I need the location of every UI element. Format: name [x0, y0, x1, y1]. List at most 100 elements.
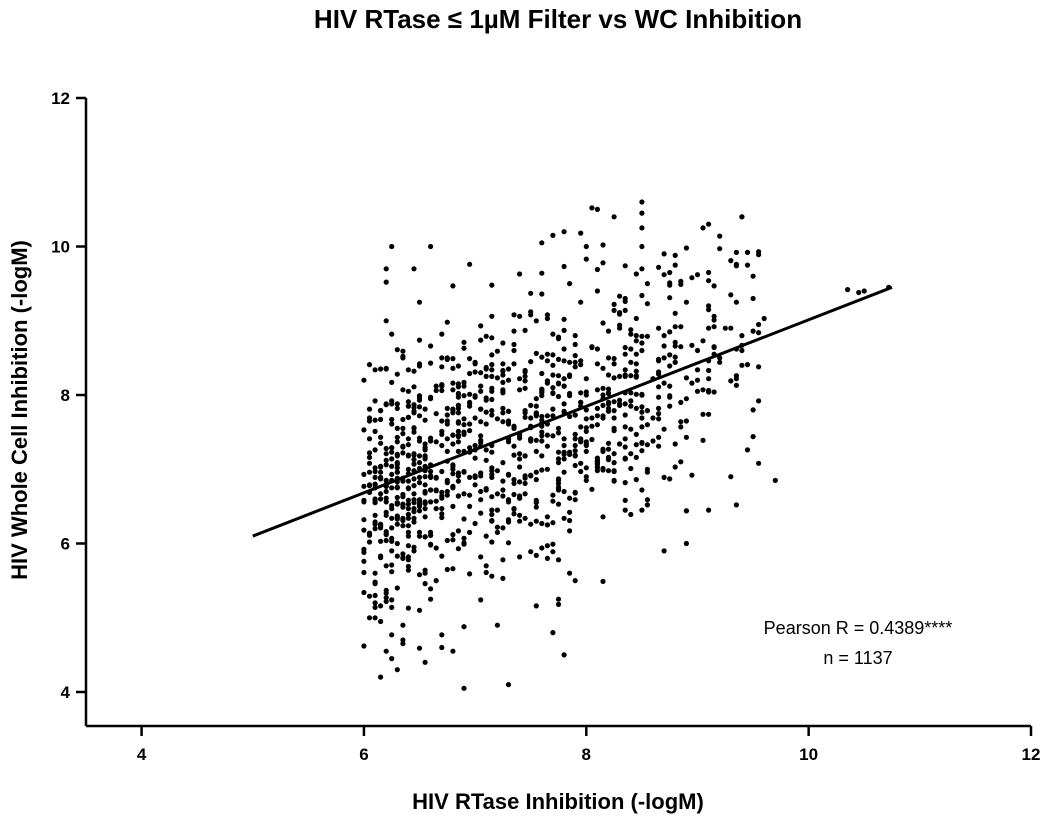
data-point: [728, 258, 734, 264]
data-point: [489, 282, 495, 288]
data-point: [428, 474, 434, 480]
data-point: [389, 445, 395, 451]
data-point: [750, 328, 756, 334]
data-point: [600, 385, 606, 391]
data-point: [400, 387, 406, 393]
data-point: [383, 462, 389, 468]
data-point: [539, 433, 545, 439]
data-point: [455, 493, 461, 499]
data-point: [539, 354, 545, 360]
data-point: [411, 452, 417, 458]
data-point: [455, 528, 461, 534]
data-point: [555, 557, 562, 563]
data-point: [639, 210, 645, 216]
data-point: [683, 508, 690, 514]
data-point: [633, 477, 639, 483]
data-point: [628, 398, 634, 404]
data-point: [555, 456, 562, 462]
data-point: [628, 426, 634, 432]
data-point: [494, 529, 500, 536]
data-point: [411, 429, 417, 435]
data-point: [605, 401, 612, 407]
data-point: [383, 598, 389, 605]
data-point: [467, 370, 473, 377]
data-point: [761, 315, 767, 322]
data-point: [467, 356, 473, 362]
data-point: [700, 225, 706, 231]
data-point: [361, 569, 367, 576]
data-point: [461, 393, 467, 399]
data-point: [628, 511, 634, 518]
data-point: [522, 378, 528, 384]
data-point: [578, 299, 584, 305]
data-point: [478, 383, 484, 389]
n-annotation: n = 1137: [823, 648, 892, 668]
x-axis: 4 6 8 10 12: [86, 724, 1040, 764]
data-point: [489, 412, 495, 418]
data-point: [483, 533, 489, 539]
data-point: [422, 441, 428, 447]
data-point: [739, 347, 745, 354]
data-point: [394, 405, 400, 411]
data-point: [383, 537, 389, 544]
data-point: [667, 269, 673, 276]
data-point: [544, 358, 551, 364]
data-point: [372, 604, 378, 611]
data-point: [672, 324, 678, 330]
data-point: [394, 425, 400, 431]
data-point: [433, 475, 439, 481]
data-point: [689, 472, 695, 478]
data-point: [644, 333, 651, 339]
data-point: [455, 402, 461, 408]
data-point: [405, 466, 411, 472]
regression-line: [252, 285, 893, 538]
data-point: [683, 540, 690, 547]
data-point: [528, 549, 534, 555]
data-point: [383, 563, 389, 569]
data-point: [416, 453, 423, 459]
data-point: [644, 442, 651, 448]
data-point: [361, 471, 367, 477]
data-point: [572, 448, 578, 454]
data-point: [644, 301, 651, 307]
data-point: [528, 359, 534, 365]
data-point: [683, 299, 690, 305]
data-point: [394, 347, 400, 353]
data-point: [405, 367, 411, 373]
data-point: [394, 521, 400, 527]
data-point: [689, 342, 695, 348]
data-point: [539, 429, 545, 435]
data-point: [450, 387, 456, 393]
data-point: [689, 380, 695, 386]
data-point: [489, 335, 495, 341]
data-point: [455, 470, 461, 476]
data-point: [411, 368, 417, 374]
data-point: [517, 451, 523, 457]
data-point: [422, 567, 428, 573]
data-point: [544, 380, 551, 386]
data-point: [433, 498, 439, 504]
data-point: [622, 412, 628, 418]
data-point: [689, 275, 695, 281]
data-point: [389, 525, 395, 531]
data-point: [461, 422, 467, 428]
data-point: [706, 367, 712, 374]
data-point: [378, 538, 384, 544]
data-point: [533, 350, 539, 356]
data-point: [544, 522, 551, 528]
data-point: [567, 509, 573, 515]
data-point: [394, 469, 400, 475]
data-point: [561, 229, 567, 235]
data-point: [633, 361, 639, 367]
data-point: [639, 392, 645, 398]
data-point: [411, 483, 417, 489]
data-point: [578, 424, 584, 430]
data-point: [494, 468, 500, 474]
data-point: [422, 514, 428, 520]
data-point: [517, 464, 523, 470]
data-point: [394, 460, 400, 466]
data-point: [756, 460, 762, 466]
data-point: [372, 367, 378, 373]
data-point: [639, 266, 645, 272]
data-point: [433, 383, 439, 389]
